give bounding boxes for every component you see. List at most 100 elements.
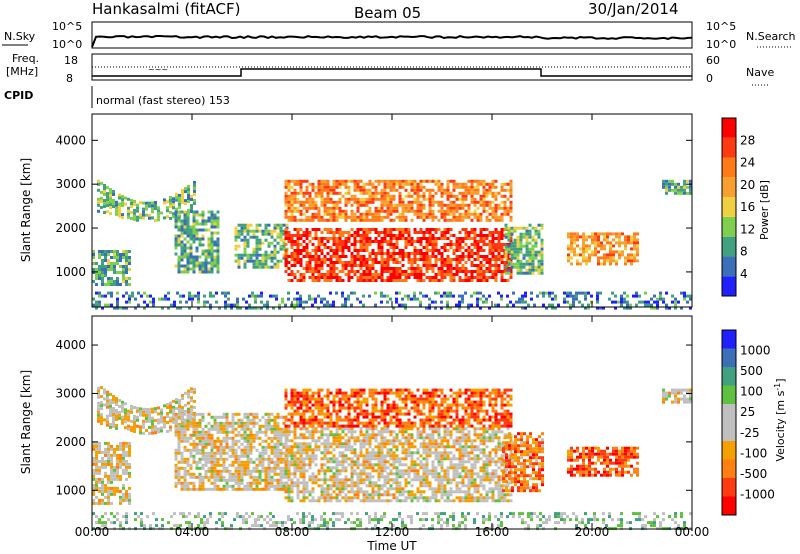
power-cell: [98, 253, 101, 256]
power-cell: [234, 247, 238, 251]
power-cell: [422, 294, 425, 298]
power-cell: [118, 208, 121, 212]
power-cell: [446, 194, 450, 198]
power-cell: [513, 256, 517, 260]
power-cell: [389, 252, 393, 255]
power-cell: [531, 250, 535, 254]
power-cell: [413, 212, 417, 216]
power-cell: [476, 276, 480, 279]
velocity-heatmap: [92, 386, 692, 531]
power-cell: [419, 200, 423, 204]
velocity-cell: [326, 427, 330, 431]
velocity-cell: [320, 436, 324, 440]
velocity-cell: [201, 445, 205, 449]
power-cell: [416, 200, 420, 204]
power-cell: [458, 191, 462, 195]
power-cell: [401, 197, 405, 201]
power-cell: [479, 240, 483, 243]
velocity-cell: [341, 445, 345, 449]
velocity-cell: [338, 454, 342, 458]
power-cell: [314, 246, 318, 249]
velocity-cell: [329, 445, 333, 449]
velocity-cell: [293, 427, 297, 431]
power-cell: [255, 241, 259, 245]
power-cell: [519, 235, 523, 239]
velocity-cell: [219, 427, 223, 431]
power-cell: [383, 185, 387, 189]
velocity-cell: [213, 445, 217, 449]
velocity-cell: [305, 427, 309, 431]
power-cell: [341, 240, 345, 243]
power-cell: [519, 241, 523, 245]
velocity-cell: [95, 447, 98, 451]
velocity-cell: [284, 436, 288, 440]
power-cell: [452, 273, 456, 276]
power-cell: [362, 203, 366, 207]
velocity-cell: [282, 460, 286, 464]
power-cell: [216, 267, 220, 271]
velocity-cell: [246, 412, 250, 416]
power-cell: [606, 241, 609, 245]
power-cell: [401, 270, 405, 273]
power-cell: [368, 273, 372, 276]
power-cell: [476, 291, 479, 295]
power-cell: [507, 229, 511, 233]
power-cell: [395, 240, 399, 243]
power-cell: [270, 265, 274, 269]
power-cell: [260, 291, 263, 295]
power-cell: [169, 201, 172, 205]
power-cell: [689, 294, 692, 298]
power-cell: [636, 247, 639, 251]
velocity-cell: [311, 478, 315, 482]
power-cell: [197, 306, 200, 310]
power-cell: [377, 234, 381, 237]
velocity-cell: [92, 492, 95, 496]
power-cell: [401, 258, 405, 261]
velocity-cell: [383, 439, 387, 443]
velocity-cell: [347, 484, 351, 488]
velocity-cell: [284, 466, 288, 470]
velocity-cell: [362, 481, 366, 485]
power-cell: [266, 300, 269, 304]
power-cell: [338, 191, 342, 195]
power-cell: [157, 218, 160, 222]
power-cell: [365, 273, 369, 276]
power-cell: [479, 264, 483, 267]
power-cell: [386, 179, 390, 183]
power-cell: [368, 212, 372, 216]
velocity-cell: [329, 478, 333, 482]
velocity-cell: [383, 430, 387, 434]
velocity-cell: [353, 463, 357, 467]
velocity-cell: [374, 484, 378, 488]
power-cell: [389, 231, 393, 234]
velocity-cell: [234, 442, 238, 446]
velocity-cell: [273, 442, 277, 446]
power-cell: [341, 261, 345, 264]
velocity-cell: [243, 415, 247, 419]
velocity-cell: [207, 436, 211, 440]
velocity-cell: [104, 483, 107, 487]
power-cell: [419, 243, 423, 246]
power-cell: [599, 306, 602, 310]
velocity-cell: [258, 478, 262, 482]
power-cell: [103, 187, 106, 190]
velocity-cell: [222, 424, 226, 428]
power-cell: [299, 261, 303, 264]
power-cell: [570, 262, 573, 266]
velocity-cell: [109, 398, 112, 402]
power-cell: [470, 231, 474, 234]
power-cell: [350, 203, 354, 207]
power-cell: [248, 306, 251, 310]
power-cell: [528, 262, 532, 266]
power-cell: [127, 206, 130, 210]
power-cell: [464, 270, 468, 273]
power-cell: [261, 253, 265, 257]
power-cell: [531, 247, 535, 251]
power-cell: [189, 249, 193, 253]
power-cell: [588, 256, 591, 260]
velocity-cell: [368, 499, 372, 503]
velocity-cell: [184, 391, 187, 395]
velocity-cell: [311, 451, 315, 455]
velocity-cell: [110, 489, 113, 493]
power-cell: [461, 279, 465, 282]
